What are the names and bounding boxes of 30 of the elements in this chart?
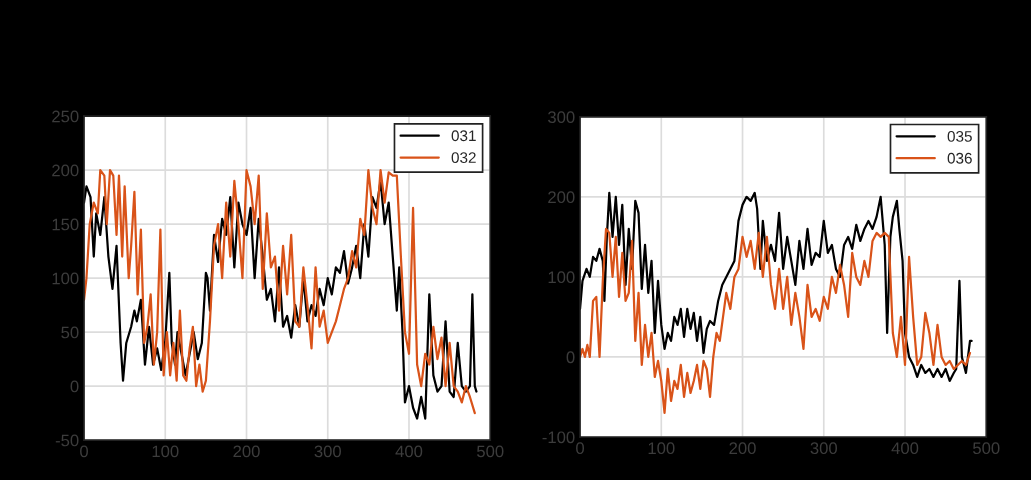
- x-tick-label: 400: [891, 442, 919, 455]
- legend-label: 035: [947, 130, 972, 142]
- x-tick-label: 200: [233, 445, 260, 458]
- x-tick-label: 0: [576, 442, 585, 455]
- x-tick-label: 300: [314, 445, 342, 458]
- y-tick-label: 100: [548, 271, 575, 284]
- y-tick-label: 100: [52, 272, 79, 285]
- y-tick-label: 300: [548, 111, 575, 124]
- y-tick-label: 200: [548, 191, 575, 204]
- x-tick-label: 100: [648, 442, 675, 455]
- y-tick-label: 150: [52, 218, 79, 231]
- x-tick-label: 100: [152, 445, 179, 458]
- legend-label: 032: [451, 152, 476, 164]
- x-tick-label: 400: [395, 445, 423, 458]
- x-tick-label: 0: [80, 445, 89, 458]
- line-series: [580, 227, 972, 415]
- y-tick-label: 0: [70, 380, 79, 393]
- x-tick-label: 500: [973, 442, 1000, 455]
- y-tick-label: 200: [52, 164, 79, 177]
- legend-label: 036: [947, 152, 972, 164]
- y-tick-label: 50: [61, 326, 79, 339]
- x-tick-label: 200: [729, 442, 756, 455]
- y-tick-label: 0: [566, 351, 575, 364]
- line-series: [580, 191, 973, 383]
- y-tick-label: -50: [55, 434, 79, 447]
- x-tick-label: 500: [477, 445, 504, 458]
- y-tick-label: 250: [52, 110, 79, 123]
- x-tick-label: 300: [810, 442, 838, 455]
- legend-label: 031: [451, 130, 476, 142]
- y-tick-label: -100: [542, 431, 575, 444]
